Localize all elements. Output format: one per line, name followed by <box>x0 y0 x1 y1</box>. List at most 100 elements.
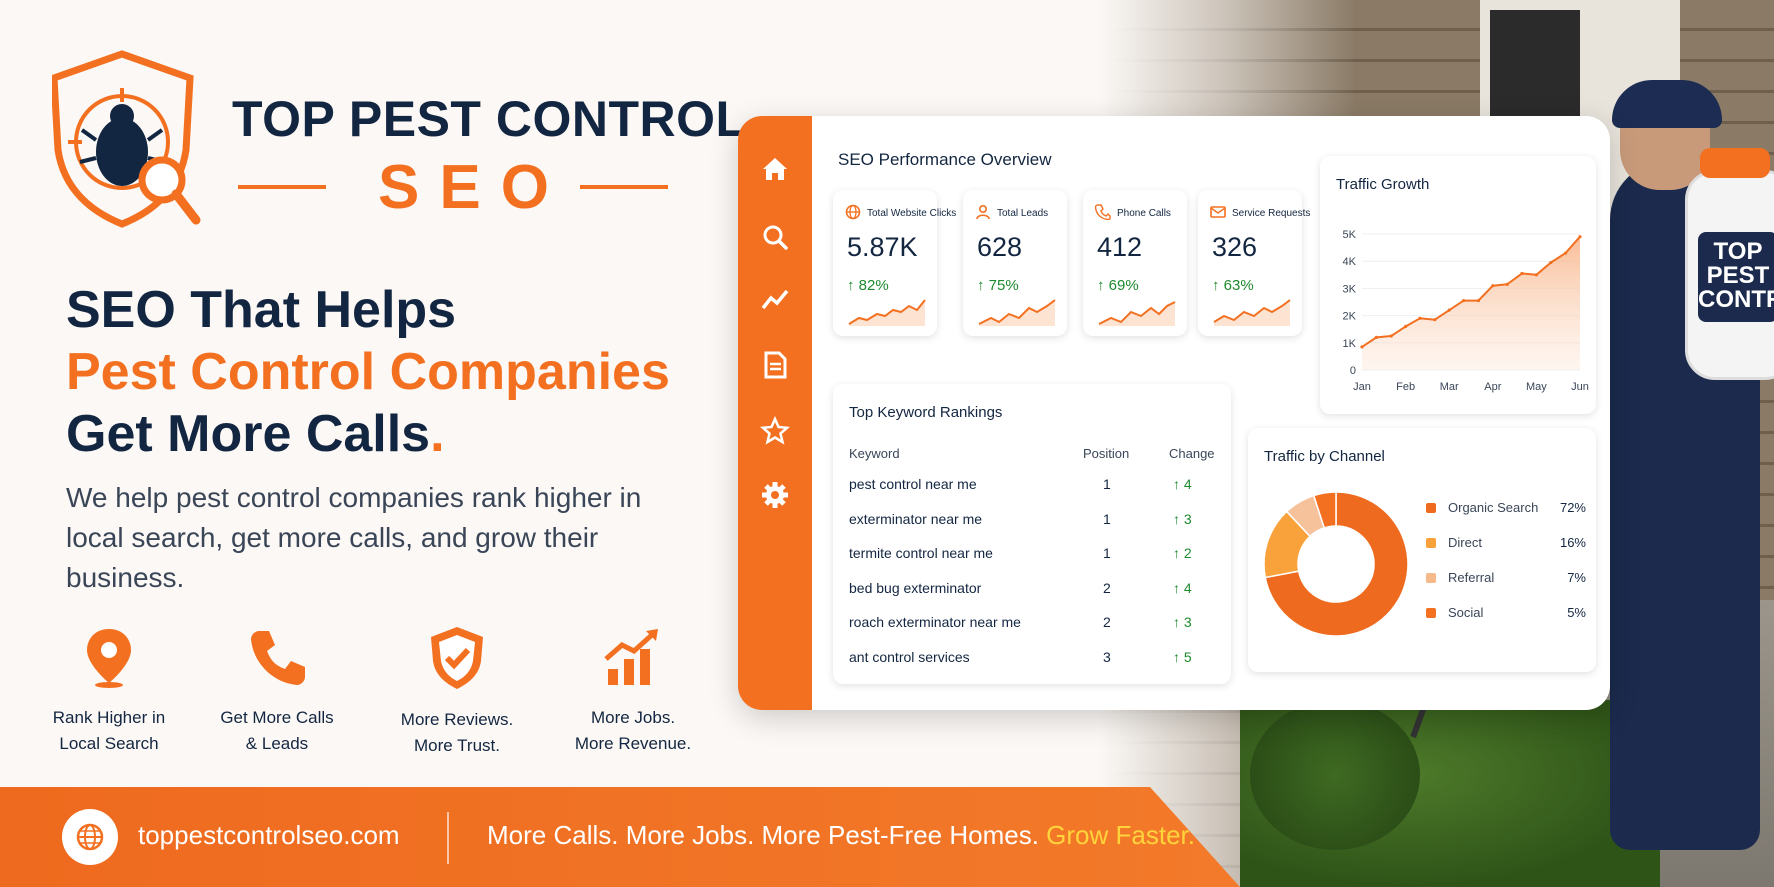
tank-label: TOP PEST CONTRO <box>1698 232 1774 322</box>
legend-swatch <box>1426 503 1436 513</box>
traffic-growth-point <box>1461 299 1466 303</box>
website-link[interactable]: toppestcontrolseo.com <box>138 820 400 850</box>
technician-cap <box>1612 80 1722 128</box>
kpi-label: Total Leads <box>997 208 1049 219</box>
seo-dashboard: SEO Performance Overview Total Website C… <box>738 116 1610 710</box>
feature-label-3b: More Trust. <box>414 736 500 755</box>
legend-percent: 5% <box>1567 605 1586 620</box>
document-icon[interactable] <box>760 350 790 380</box>
dashboard-title: SEO Performance Overview <box>838 150 1052 169</box>
brand-sub: SEO <box>378 153 569 222</box>
x-tick-label: May <box>1526 381 1547 393</box>
search-icon[interactable] <box>760 222 790 252</box>
keyword-row[interactable]: bed bug exterminator 2 ↑ 4 <box>833 572 1233 606</box>
y-tick-label: 1K <box>1343 338 1357 350</box>
keyword-text: termite control near me <box>849 545 993 561</box>
home-icon[interactable] <box>760 154 790 184</box>
traffic-growth-point <box>1360 345 1364 349</box>
keyword-rankings-title: Top Keyword Rankings <box>849 404 1003 421</box>
legend-item: Social 5% <box>1426 603 1586 623</box>
traffic-growth-area <box>1362 236 1580 370</box>
gear-icon[interactable] <box>760 480 790 510</box>
brand-rule-left <box>238 185 326 189</box>
donut-slice <box>1312 491 1337 529</box>
traffic-channel-donut <box>1263 491 1409 637</box>
feature-revenue: More Jobs. More Revenue. <box>548 625 718 757</box>
phone-icon <box>1095 204 1111 220</box>
feature-label-1a: Rank Higher in <box>52 708 166 727</box>
traffic-growth-point <box>1578 235 1582 239</box>
map-pin-icon <box>87 629 131 688</box>
logo-bug-shield-icon <box>52 50 201 228</box>
keyword-row[interactable]: roach exterminator near me 2 ↑ 3 <box>833 606 1233 640</box>
x-tick-label: Feb <box>1396 381 1415 393</box>
mail-icon <box>1210 206 1226 218</box>
lede-text: We help pest control companies rank high… <box>66 482 642 593</box>
kpi-card-requests[interactable]: Service Requests 326 ↑ 63% <box>1198 190 1310 336</box>
keyword-position: 3 <box>1103 648 1111 665</box>
sprayer-tank-cap <box>1700 148 1770 178</box>
shrub <box>1250 700 1420 850</box>
bar-growth-icon <box>604 629 658 685</box>
traffic-growth-point <box>1505 282 1509 286</box>
footer-divider <box>447 812 449 864</box>
kpi-change: ↑ 75% <box>977 277 1019 294</box>
kpi-change: ↑ 69% <box>1097 277 1139 294</box>
legend-swatch <box>1426 573 1436 583</box>
feature-label-4a: More Jobs. <box>590 708 676 727</box>
keyword-change: ↑ 3 <box>1173 510 1192 527</box>
kpi-change: ↑ 82% <box>847 277 889 294</box>
user-icon <box>976 204 990 220</box>
keyword-position: 2 <box>1103 614 1111 630</box>
keyword-position: 2 <box>1103 579 1111 596</box>
kpi-card-calls[interactable]: Phone Calls 412 ↑ 69% <box>1083 190 1187 336</box>
keyword-change: ↑ 3 <box>1173 614 1192 630</box>
brand-rule-right <box>580 185 668 189</box>
keyword-row[interactable]: ant control services 3 ↑ 5 <box>833 641 1233 675</box>
keyword-text: exterminator near me <box>849 510 983 527</box>
keyword-row[interactable]: pest control near me 1 ↑ 4 <box>833 468 1233 502</box>
feature-label-3a: More Reviews. <box>400 710 514 729</box>
keyword-text: bed bug exterminator <box>849 579 982 596</box>
star-icon[interactable] <box>760 416 790 446</box>
kpi-change: ↑ 63% <box>1212 277 1254 294</box>
kpi-label: Service Requests <box>1232 208 1311 219</box>
keyword-position: 1 <box>1103 545 1111 561</box>
keyword-row[interactable]: termite control near me 1 ↑ 2 <box>833 537 1233 571</box>
col-header-change: Change <box>1169 446 1215 461</box>
y-tick-label: 2K <box>1343 311 1357 323</box>
keyword-text: pest control near me <box>849 476 977 492</box>
website-button[interactable] <box>62 809 118 865</box>
kpi-card-clicks[interactable]: Total Website Clicks 5.87K ↑ 82% <box>833 190 956 336</box>
traffic-growth-point <box>1520 271 1524 276</box>
legend-label: Referral <box>1448 570 1495 585</box>
footer-tagline: More Calls. More Jobs. More Pest-Free Ho… <box>487 820 1195 851</box>
traffic-channel-title: Traffic by Channel <box>1264 448 1385 465</box>
col-header-keyword: Keyword <box>849 446 900 461</box>
keyword-text: ant control services <box>849 648 970 665</box>
keyword-change: ↑ 4 <box>1173 579 1192 596</box>
keyword-row[interactable]: exterminator near me 1 ↑ 3 <box>833 503 1233 537</box>
kpi-card-leads[interactable]: Total Leads 628 ↑ 75% <box>963 190 1067 336</box>
feature-local-search: Rank Higher in Local Search <box>24 625 194 757</box>
traffic-growth-chart: 0 1K 2K 3K 4K 5K Jan Feb Mar Apr May Jun <box>1343 229 1589 393</box>
kpi-sparkline <box>1213 299 1291 326</box>
headline-line2: Pest Control Companies <box>66 343 670 401</box>
feature-label-2a: Get More Calls <box>220 708 334 727</box>
kpi-value: 412 <box>1097 232 1143 262</box>
kpi-label: Phone Calls <box>1117 208 1171 219</box>
traffic-growth-point <box>1491 284 1495 288</box>
traffic-growth-point <box>1404 324 1408 329</box>
keyword-change: ↑ 4 <box>1173 476 1192 492</box>
kpi-sparkline <box>978 299 1056 326</box>
traffic-growth-point <box>1418 316 1422 320</box>
traffic-growth-point <box>1433 318 1437 322</box>
headline-line1: SEO That Helps <box>66 281 457 339</box>
legend-label: Organic Search <box>1448 500 1539 515</box>
brand-name: TOP PEST CONTROL <box>232 91 747 147</box>
headline-dot: . <box>430 405 445 463</box>
keyword-change: ↑ 2 <box>1173 545 1192 561</box>
trend-icon[interactable] <box>760 284 790 314</box>
legend-item: Organic Search 72% <box>1426 498 1586 518</box>
keyword-rankings-card: Top Keyword Rankings Keyword Position Ch… <box>833 384 1231 684</box>
